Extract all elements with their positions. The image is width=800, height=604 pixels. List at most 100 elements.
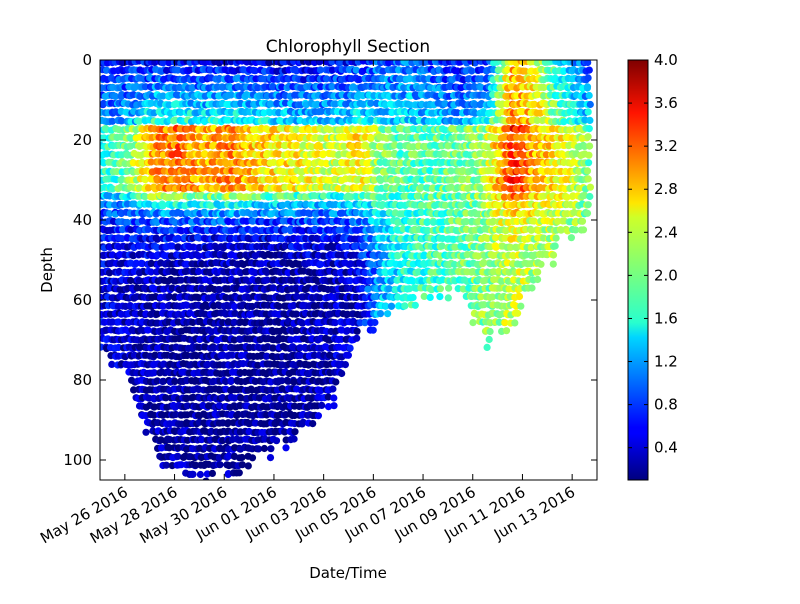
data-point — [338, 369, 346, 378]
data-point — [206, 66, 214, 74]
data-point — [248, 454, 257, 462]
data-point — [291, 428, 299, 436]
data-point — [318, 401, 326, 409]
data-point — [260, 444, 268, 453]
data-point — [282, 444, 290, 452]
data-point — [314, 412, 322, 420]
data-point — [108, 185, 117, 193]
data-point — [401, 302, 409, 310]
data-point — [198, 436, 206, 444]
data-point — [111, 92, 119, 100]
data-point — [108, 117, 116, 125]
data-point — [174, 66, 182, 74]
chart-title: Chlorophyll Section — [266, 37, 430, 57]
data-point — [153, 218, 161, 227]
data-point — [141, 176, 149, 184]
data-point — [135, 184, 144, 192]
data-point — [411, 301, 419, 309]
data-point — [436, 285, 444, 293]
data-point — [330, 394, 338, 402]
data-point — [138, 260, 146, 268]
data-point — [141, 193, 149, 201]
data-point — [141, 83, 149, 91]
data-point — [171, 218, 179, 227]
data-point — [353, 327, 361, 335]
data-point — [159, 202, 167, 210]
data-point — [371, 318, 379, 327]
data-point — [177, 108, 185, 116]
data-point — [174, 452, 182, 460]
data-point — [142, 428, 150, 436]
data-point — [129, 252, 137, 260]
data-point — [436, 293, 444, 301]
data-point — [132, 259, 140, 267]
data-point — [153, 310, 161, 318]
data-point — [191, 461, 200, 469]
data-point — [353, 334, 361, 342]
data-point — [444, 294, 452, 302]
data-point — [108, 360, 116, 368]
data-point — [208, 469, 216, 477]
data-point — [266, 454, 275, 462]
data-point — [123, 218, 131, 227]
data-point — [150, 411, 158, 419]
data-point — [309, 420, 317, 428]
data-point — [445, 284, 453, 292]
data-point — [159, 302, 167, 310]
data-point — [346, 344, 354, 352]
data-point — [144, 184, 153, 192]
data-point — [118, 91, 126, 99]
data-point — [420, 292, 428, 300]
data-point — [235, 469, 243, 477]
data-point — [127, 276, 135, 285]
data-point — [202, 477, 210, 480]
data-point — [195, 234, 203, 242]
data-point — [183, 402, 191, 410]
data-point — [162, 394, 170, 402]
data-point — [195, 150, 203, 158]
data-point — [150, 369, 158, 377]
data-point — [177, 227, 186, 235]
data-point — [177, 461, 185, 469]
data-point — [153, 377, 161, 385]
data-point — [159, 377, 167, 385]
data-point — [369, 326, 377, 334]
data-point — [238, 461, 246, 469]
data-point — [174, 234, 182, 242]
data-point — [159, 92, 167, 100]
data-point — [174, 243, 182, 251]
data-point — [387, 302, 396, 310]
data-point — [216, 461, 224, 469]
data-point — [106, 210, 114, 218]
data-point — [329, 385, 337, 393]
data-point — [186, 66, 194, 74]
data-point — [168, 284, 176, 292]
data-point — [376, 310, 385, 318]
data-point — [153, 243, 161, 251]
data-point — [195, 267, 203, 276]
data-point — [144, 326, 152, 334]
data-point — [409, 293, 417, 302]
data-point — [117, 117, 126, 125]
data-point — [272, 437, 281, 445]
data-point — [153, 235, 161, 243]
data-point — [201, 150, 209, 158]
data-point — [165, 101, 173, 109]
data-point — [144, 225, 152, 233]
data-points — [100, 60, 595, 480]
data-point — [165, 60, 173, 67]
data-point — [426, 293, 434, 301]
data-point — [147, 158, 155, 166]
data-point — [100, 99, 108, 108]
data-point — [330, 402, 338, 410]
data-point — [183, 301, 191, 309]
data-point — [238, 453, 246, 462]
data-point — [177, 276, 185, 284]
data-point — [189, 84, 197, 92]
data-point — [189, 470, 197, 478]
data-point — [290, 435, 298, 443]
data-point — [123, 200, 132, 208]
data-point — [147, 268, 155, 276]
